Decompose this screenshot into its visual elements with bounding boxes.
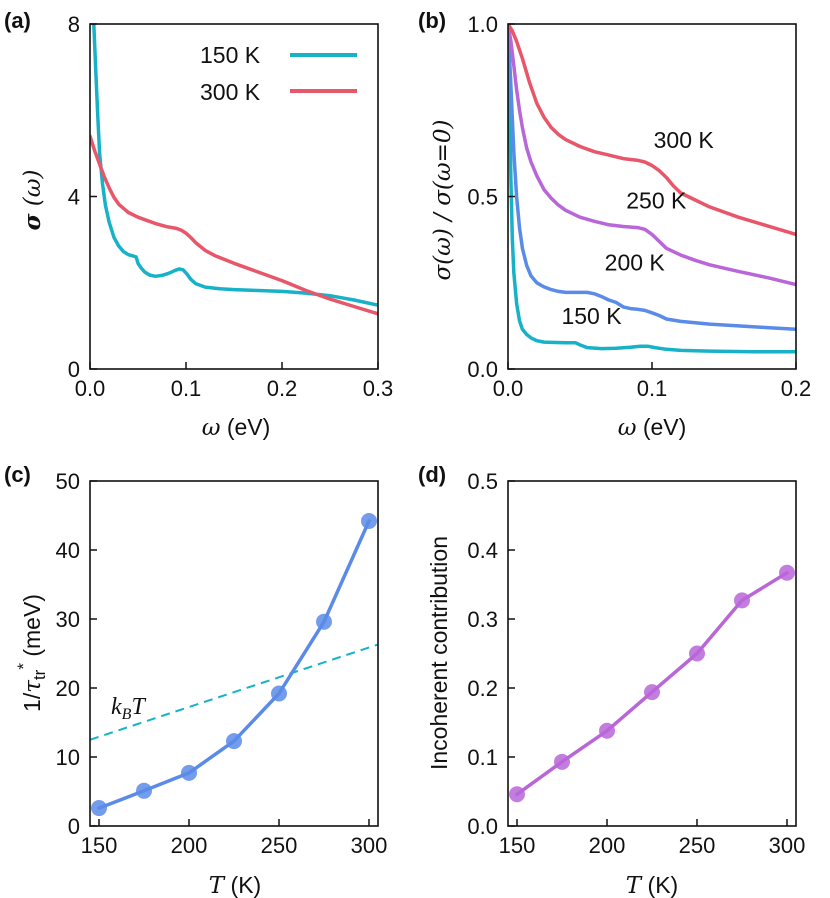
- panel-a-xlabel: ω (eV): [202, 414, 271, 441]
- y-tick-label: 0.5: [467, 469, 498, 494]
- y-tick-label: 0.4: [467, 538, 498, 563]
- series-line-a-300-k: [90, 134, 378, 316]
- panel-b-xlabel: ω (eV): [618, 414, 687, 441]
- series-line-b-250-k: [508, 24, 796, 287]
- series-line-b-200-k: [508, 24, 796, 332]
- x-tick-label: 0.0: [75, 376, 106, 401]
- panel-d-xlabel: T (K): [626, 872, 678, 898]
- panel-a-legend: 150 K 300 K: [200, 42, 357, 105]
- y-tick-label: 0.1: [467, 745, 498, 770]
- curve-label-200-k: 200 K: [605, 250, 666, 276]
- series-line-b-300-k: [508, 24, 796, 237]
- curve-label-300-k: 300 K: [654, 127, 715, 153]
- data-point-c-250: [271, 685, 287, 702]
- series-line-a-150-k: [92, 24, 378, 307]
- data-point-c-225: [226, 733, 242, 750]
- x-tick-label: 150: [499, 833, 536, 858]
- panel-d-axes-frame: [507, 480, 797, 827]
- y-tick-label: 8: [68, 12, 80, 37]
- y-tick-label: 0.0: [467, 357, 498, 382]
- data-point-d-175: [554, 753, 570, 770]
- data-point-c-150: [91, 800, 107, 817]
- kbt-reference-line: [90, 643, 378, 741]
- x-tick-label: 300: [351, 833, 388, 858]
- data-point-d-225: [644, 684, 660, 701]
- y-tick-label: 4: [68, 185, 80, 210]
- panel-a-ylabel: σ (ω): [19, 170, 46, 231]
- y-tick-label: 30: [56, 607, 80, 632]
- data-point-c-200: [181, 764, 197, 781]
- y-tick-label: 0.2: [467, 676, 498, 701]
- y-tick-label: 0.3: [467, 607, 498, 632]
- panel-b-label: (b): [418, 8, 446, 33]
- data-point-d-275: [734, 592, 750, 609]
- y-tick-label: 50: [56, 469, 80, 494]
- x-tick-label: 300: [769, 833, 806, 858]
- x-tick-label: 200: [589, 833, 626, 858]
- y-tick-label: 40: [56, 538, 80, 563]
- x-tick-label: 200: [171, 833, 208, 858]
- x-tick-label: 250: [679, 833, 716, 858]
- x-tick-label: 0.0: [493, 376, 524, 401]
- y-tick-label: 1.0: [467, 12, 498, 37]
- y-tick-label: 20: [56, 676, 80, 701]
- x-tick-label: 0.1: [637, 376, 668, 401]
- data-point-c-175: [136, 782, 152, 799]
- curve-label-150-k: 150 K: [561, 303, 622, 329]
- panel-c-label: (c): [4, 462, 31, 487]
- x-tick-label: 0.3: [363, 376, 394, 401]
- curve-label-250-k: 250 K: [626, 188, 687, 214]
- y-tick-label: 10: [56, 745, 80, 770]
- panel-c-axes-frame: [89, 480, 379, 827]
- x-tick-label: 150: [81, 833, 118, 858]
- panel-c-xlabel: T (K): [209, 872, 261, 898]
- panel-a-label: (a): [4, 8, 31, 33]
- data-point-c-275: [316, 613, 332, 630]
- x-tick-label: 0.1: [171, 376, 202, 401]
- x-tick-label: 0.2: [267, 376, 298, 401]
- panel-b-ylabel: σ(ω) / σ(ω=0): [430, 119, 456, 280]
- panel-a: (a) 0.0 0.1 0.2 0.3 0 4 8 150 K 300 K ω (eV) σ…: [4, 8, 393, 441]
- panel-d-label: (d): [418, 462, 446, 487]
- legend-label-150k: 150 K: [200, 42, 261, 68]
- panel-a-axes-frame: [89, 23, 379, 370]
- x-tick-label: 250: [261, 833, 298, 858]
- kbt-annotation: kBT: [111, 694, 146, 723]
- y-tick-label: 0.5: [467, 185, 498, 210]
- panel-d-ylabel: Incoherent contribution: [426, 536, 452, 770]
- data-point-d-300: [779, 564, 795, 581]
- x-tick-label: 0.2: [781, 376, 812, 401]
- panel-d: (d) 150 200 250 300 0.0 0.1 0.2 0.3 0.4 0.5 T (K)…: [418, 462, 805, 898]
- data-point-d-200: [599, 722, 615, 739]
- panel-c: (c) 150 200 250 300 0 10 20 30 40 50 kBT T (K) 1/…: [4, 462, 387, 898]
- y-tick-label: 0.0: [467, 814, 498, 839]
- series-line-c-1-tr-: [97, 519, 371, 810]
- data-point-c-300: [361, 513, 377, 530]
- legend-label-300k: 300 K: [200, 79, 261, 105]
- data-point-d-150: [509, 786, 525, 803]
- panel-c-ylabel: 1/τtr* (meV): [14, 594, 49, 712]
- series-line-b-150-k: [508, 24, 796, 354]
- y-tick-label: 0: [68, 357, 80, 382]
- data-point-d-250: [689, 645, 705, 662]
- y-tick-label: 0: [68, 814, 80, 839]
- panel-b: (b) 0.0 0.1 0.2 0.0 0.5 1.0 300 K 250 K 200 K 15…: [418, 8, 811, 441]
